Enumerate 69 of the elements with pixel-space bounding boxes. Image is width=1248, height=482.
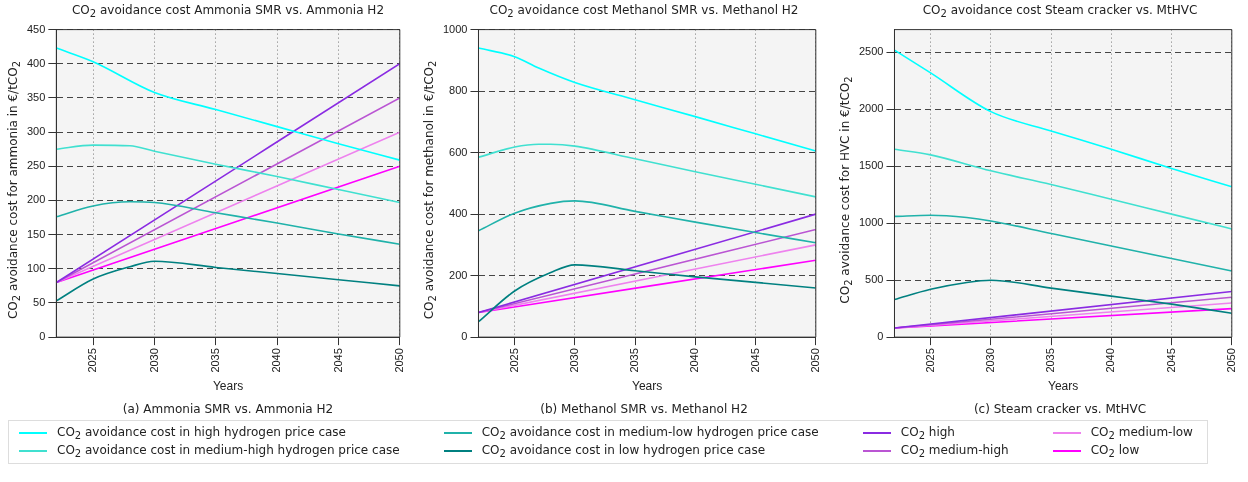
x-axis-title: Years [212, 379, 244, 394]
line-series [894, 49, 1232, 188]
y-tick-label: 400 [26, 56, 46, 69]
y-tick-label: 50 [33, 295, 46, 308]
x-tick-label: 2030 [147, 348, 160, 373]
x-tick-label: 2050 [808, 348, 821, 373]
x-tick-label: 2025 [86, 348, 99, 373]
x-tick-label: 2045 [748, 348, 761, 373]
line-series [478, 200, 816, 244]
legend-label: CO$_{2}$ avoidance cost in low hydrogen price case [481, 442, 766, 460]
legend-label: CO$_{2}$ low [1090, 442, 1140, 460]
x-tick-label: 2035 [208, 348, 221, 373]
x-axis-title: Years [1048, 379, 1079, 394]
y-tick-label: 0 [877, 330, 884, 343]
legend-label: CO$_{2}$ avoidance cost in medium-low hydrogen price case [481, 424, 819, 442]
line-series [56, 144, 400, 204]
y-tick-label: 350 [26, 90, 46, 103]
x-tick-label: 2045 [331, 348, 344, 373]
line-series [894, 148, 1232, 230]
x-tick-label: 2025 [923, 348, 936, 373]
line-series [56, 260, 400, 302]
y-tick-label: 400 [449, 207, 468, 220]
y-tick-label: 600 [449, 145, 468, 158]
y-tick-label: 1000 [442, 22, 468, 35]
x-tick-label: 2050 [1224, 348, 1237, 373]
y-tick-label: 0 [461, 330, 468, 343]
x-tick-label: 2035 [628, 348, 641, 373]
text: (a) Ammonia SMR vs. Ammonia H2 [121, 401, 335, 418]
line-series [56, 201, 400, 245]
y-tick-label: 200 [449, 268, 468, 281]
x-tick-label: 2030 [983, 348, 996, 373]
line-series [56, 47, 400, 161]
legend-label: CO$_{2}$ high [900, 424, 955, 442]
y-tick-label: 1500 [858, 159, 884, 172]
line-series [894, 214, 1232, 272]
line-series [478, 143, 816, 198]
x-tick-label: 2035 [1044, 348, 1057, 373]
legend-label: CO$_{2}$ avoidance cost in high hydrogen price case [57, 424, 346, 442]
y-tick-label: 500 [865, 273, 884, 286]
chart-title: CO$_{2}$ avoidance cost Methanol SMR vs. Methanol H2 [488, 2, 800, 20]
legend-label: CO$_{2}$ medium-low [1090, 424, 1193, 442]
x-tick-label: 2030 [567, 348, 580, 373]
y-tick-label: 1000 [858, 216, 884, 229]
y-tick-label: 150 [26, 227, 46, 240]
x-tick-label: 2045 [1164, 348, 1177, 373]
y-tick-label: 0 [39, 330, 46, 343]
x-tick-label: 2040 [688, 348, 701, 373]
y-tick-label: 100 [26, 261, 46, 274]
y-tick-label: 450 [26, 22, 46, 35]
y-tick-label: 2500 [858, 45, 884, 58]
y-tick-label: 800 [449, 84, 468, 97]
x-tick-label: 2025 [507, 348, 520, 373]
legend-label: CO$_{2}$ medium-high [900, 442, 1009, 460]
y-tick-label: 2000 [858, 102, 884, 115]
x-tick-label: 2040 [270, 348, 283, 373]
y-tick-label: 250 [26, 159, 46, 172]
x-tick-label: 2040 [1104, 348, 1117, 373]
chart-title: CO$_{2}$ avoidance cost Steam cracker vs. MtHVC [921, 2, 1199, 20]
line-series [478, 264, 816, 323]
chart-title: CO$_{2}$ avoidance cost Ammonia SMR vs. Ammonia H2 [70, 2, 386, 20]
y-tick-label: 200 [26, 193, 46, 206]
y-tick-label: 300 [26, 125, 46, 138]
x-tick-label: 2050 [392, 348, 405, 373]
text: (b) Methanol SMR vs. Methanol H2 [539, 401, 749, 418]
x-axis-title: Years [632, 379, 663, 394]
line-series [478, 47, 816, 152]
line-series [894, 279, 1232, 315]
text: (c) Steam cracker vs. MtHVC [972, 401, 1148, 418]
legend-label: CO$_{2}$ avoidance cost in medium-high hydrogen price case [57, 442, 400, 460]
